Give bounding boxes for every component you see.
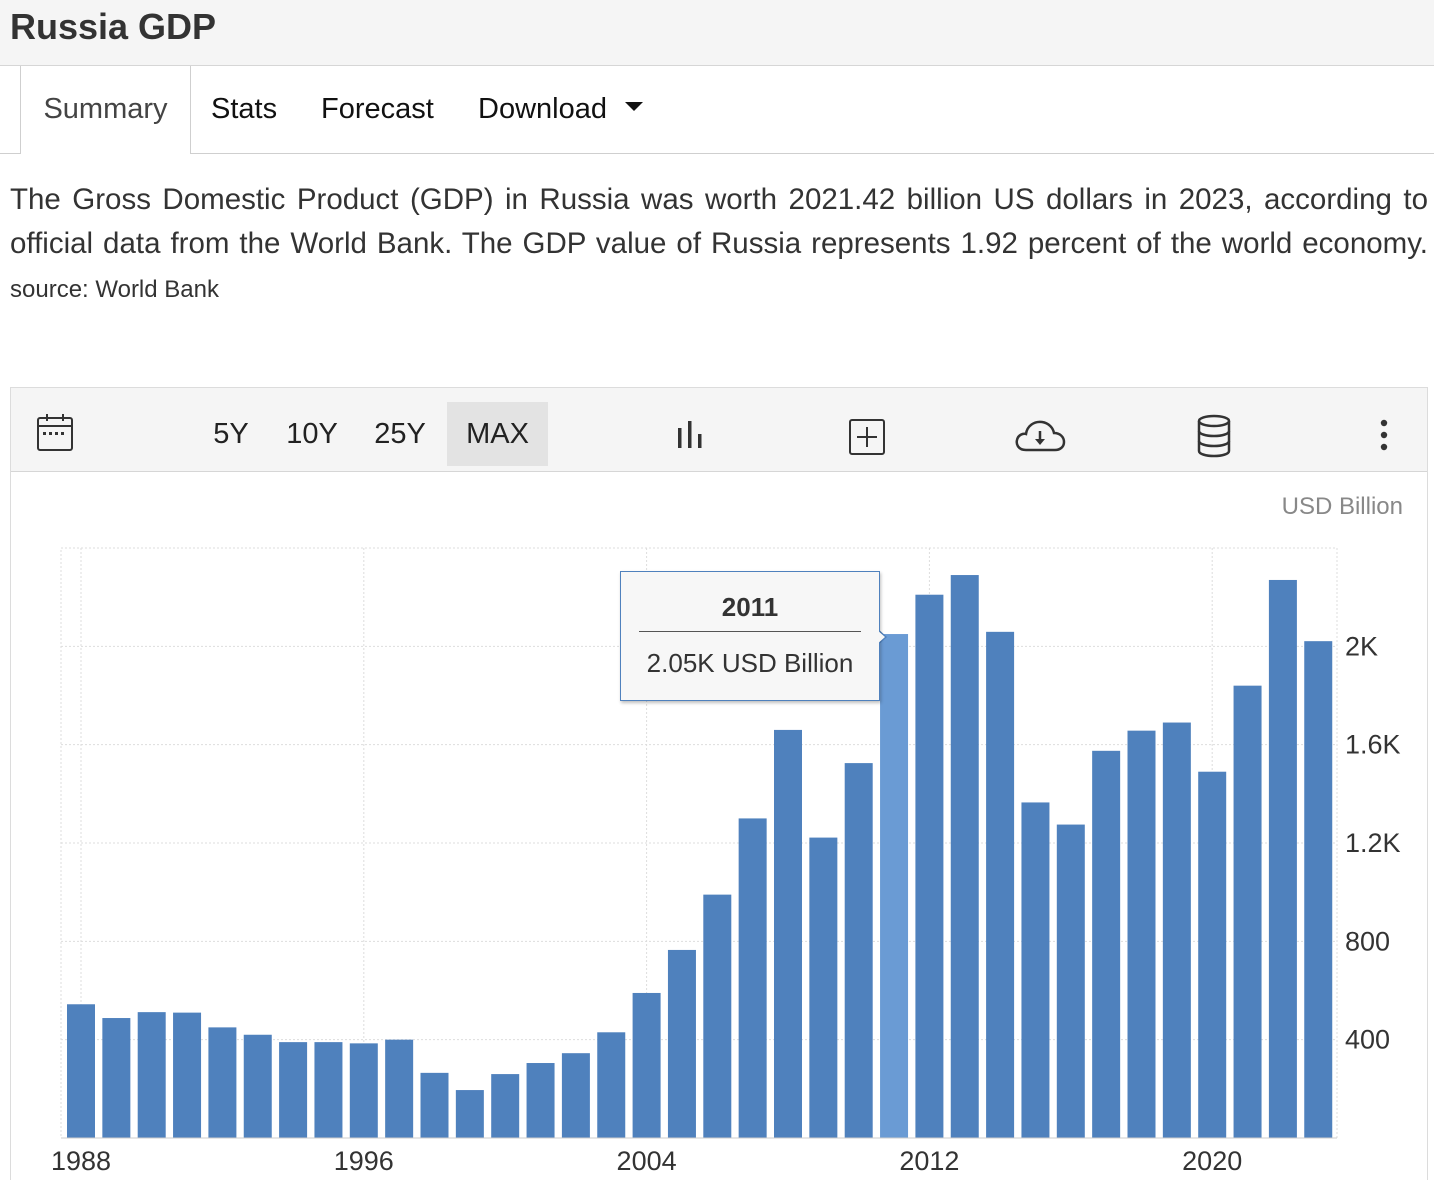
tooltip-arrow-fill xyxy=(876,629,885,645)
x-tick-label: 2020 xyxy=(1182,1146,1242,1176)
bar-1999 xyxy=(455,1090,484,1138)
y-tick-label: 400 xyxy=(1345,1025,1390,1055)
tab-stats[interactable]: Stats xyxy=(211,93,278,125)
range-10y-button[interactable]: 10Y xyxy=(286,418,338,450)
y-tick-label: 1.2K xyxy=(1345,828,1401,858)
tab-summary[interactable]: Summary xyxy=(20,66,191,154)
bar-2012 xyxy=(915,594,944,1138)
x-tick-label: 2004 xyxy=(617,1146,677,1176)
bar-2016 xyxy=(1056,824,1085,1138)
chart-toolbar: 5Y 10Y 25Y MAX xyxy=(11,388,1427,472)
bar-2017 xyxy=(1092,750,1121,1138)
bar-1992 xyxy=(208,1027,237,1138)
database-icon[interactable] xyxy=(1196,414,1232,458)
bar-1998 xyxy=(420,1072,449,1138)
bar-1996 xyxy=(349,1043,378,1138)
bar-2022 xyxy=(1268,579,1297,1138)
bar-1989 xyxy=(102,1018,131,1138)
more-vert-icon[interactable] xyxy=(1377,418,1391,452)
y-tick-label: 1.6K xyxy=(1345,730,1401,760)
add-box-icon[interactable] xyxy=(848,418,886,456)
bar-2007 xyxy=(738,818,767,1138)
bar-2011 xyxy=(880,634,909,1138)
page-header: Russia GDP xyxy=(0,0,1434,66)
unit-label: USD Billion xyxy=(1281,493,1403,520)
tab-download-label: Download xyxy=(478,93,607,125)
gdp-description: The Gross Domestic Product (GDP) in Russ… xyxy=(10,178,1428,312)
bar-1997 xyxy=(385,1039,414,1138)
caret-down-icon xyxy=(624,101,643,111)
x-tick-label: 1988 xyxy=(51,1146,111,1176)
bar-1991 xyxy=(173,1012,202,1138)
bar-2013 xyxy=(950,575,979,1138)
bar-2009 xyxy=(809,837,838,1138)
tab-download[interactable]: Download xyxy=(478,66,643,154)
bar-2005 xyxy=(667,949,696,1138)
tooltip-value: 2.05K USD Billion xyxy=(646,648,854,678)
source-note: source: World Bank xyxy=(10,276,219,303)
bar-2008 xyxy=(774,729,802,1138)
tab-bar: Summary Stats Forecast Download xyxy=(0,66,1434,154)
calendar-icon[interactable] xyxy=(36,413,74,453)
range-5y-button[interactable]: 5Y xyxy=(213,418,249,450)
description-text: The Gross Domestic Product (GDP) in Russ… xyxy=(10,183,1428,260)
page-title: Russia GDP xyxy=(10,6,217,47)
range-max-button[interactable]: MAX xyxy=(447,402,548,466)
bar-2019 xyxy=(1162,722,1191,1138)
bar-2023 xyxy=(1304,641,1333,1138)
tab-forecast[interactable]: Forecast xyxy=(321,93,434,125)
bar-1990 xyxy=(137,1012,166,1138)
x-tick-label: 2012 xyxy=(899,1146,959,1176)
bar-2002 xyxy=(561,1053,590,1138)
bar-2020 xyxy=(1198,771,1227,1138)
bar-1995 xyxy=(314,1042,343,1138)
y-tick-label: 800 xyxy=(1345,926,1390,956)
range-25y-button[interactable]: 25Y xyxy=(374,418,426,450)
bar-2000 xyxy=(491,1074,520,1138)
y-tick-label: 2K xyxy=(1345,631,1378,661)
bar-1993 xyxy=(243,1034,272,1138)
chart-panel: 5Y 10Y 25Y MAX USD B xyxy=(10,387,1428,1180)
chart-tooltip: 2011 2.05K USD Billion xyxy=(620,571,880,701)
gdp-bar-chart: 400 800 1.2K 1.6K 2K 1988 1996 2004 2012 2020 xyxy=(51,547,1401,1176)
tooltip-title: 2011 xyxy=(639,592,861,632)
x-tick-label: 1996 xyxy=(334,1146,394,1176)
bar-2015 xyxy=(1021,802,1050,1138)
bar-2001 xyxy=(526,1063,555,1138)
bar-2014 xyxy=(986,631,1015,1138)
bar-2003 xyxy=(597,1032,626,1138)
cloud-download-icon[interactable] xyxy=(1014,418,1066,454)
bar-2018 xyxy=(1127,730,1156,1138)
bar-1994 xyxy=(279,1042,308,1138)
bar-1988 xyxy=(67,1004,95,1138)
bar-chart-icon[interactable] xyxy=(675,418,707,450)
bar-2021 xyxy=(1233,685,1262,1138)
bar-2006 xyxy=(703,894,732,1138)
bar-2010 xyxy=(844,763,873,1138)
bar-2004 xyxy=(632,992,661,1138)
